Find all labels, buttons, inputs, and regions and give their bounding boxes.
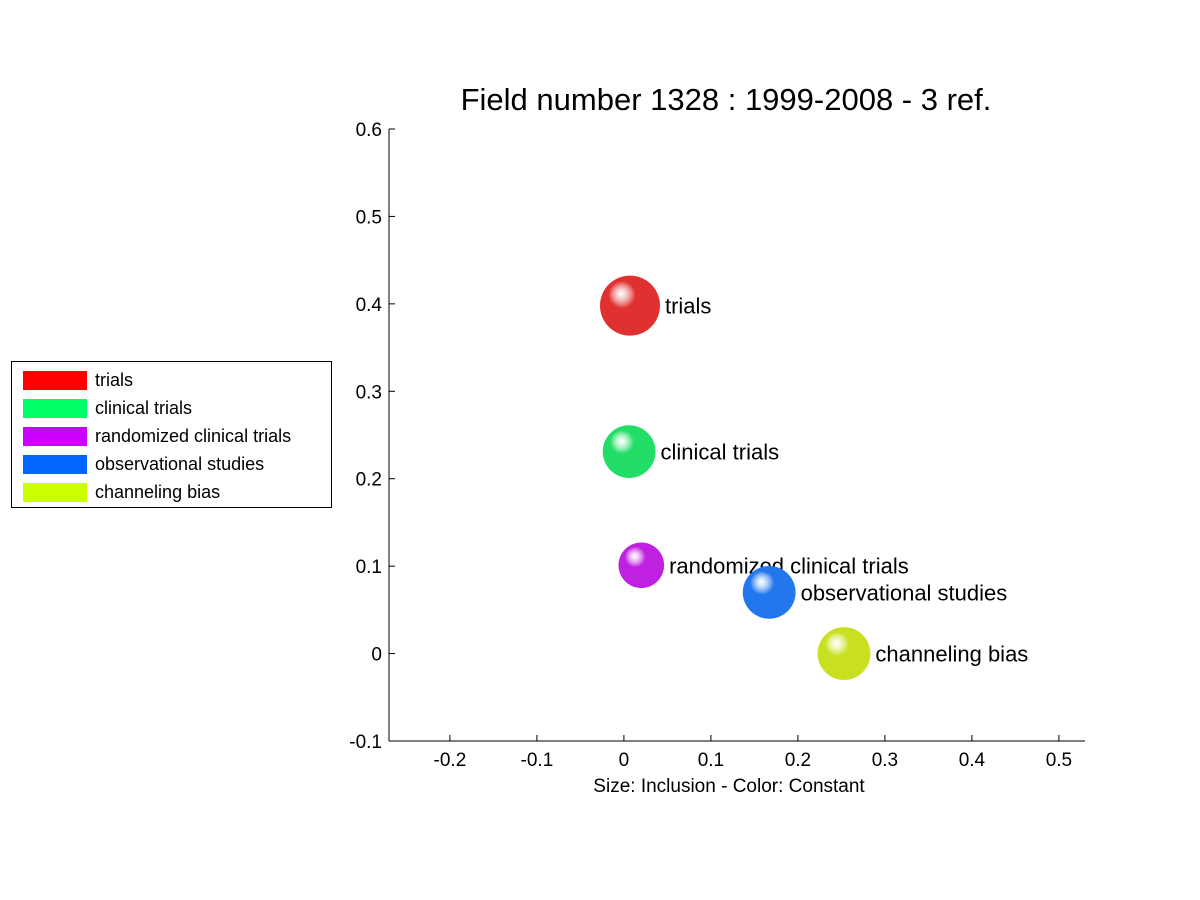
axes: -0.1 0 0.1 0.2 0.3 0.4 0.5 0.6 -0.2 -0.1 0 0.1 0.2 0.… — [349, 120, 1085, 771]
legend-swatch — [23, 370, 87, 390]
y-tick-label: 0 — [371, 645, 382, 666]
point-observational-studies — [742, 565, 796, 619]
legend-entry: randomized clinical trials — [23, 426, 291, 446]
legend-swatch — [23, 482, 87, 502]
data-points: trials clinical trials randomized clinical… — [599, 275, 1028, 680]
legend-label: randomized clinical trials — [95, 425, 292, 446]
y-tick-label: 0.6 — [356, 120, 382, 141]
y-tick-label: 0.2 — [356, 470, 382, 491]
y-tick-label: 0.4 — [356, 295, 383, 316]
x-tick-label: 0.4 — [959, 750, 986, 771]
legend-label: observational studies — [95, 453, 265, 474]
legend-label: trials — [95, 369, 134, 390]
legend-entry: channeling bias — [23, 482, 220, 502]
x-tick-label: 0.3 — [872, 750, 898, 771]
x-tick-label: 0 — [619, 750, 630, 771]
x-tick-label: 0.1 — [698, 750, 724, 771]
x-axis-label: Size: Inclusion - Color: Constant — [593, 776, 865, 797]
legend-entry: clinical trials — [23, 398, 192, 418]
point-trials — [599, 275, 660, 336]
legend-swatch — [23, 426, 87, 446]
legend-label: channeling bias — [95, 481, 221, 502]
x-tick-label: 0.5 — [1046, 750, 1072, 771]
legend-entry: observational studies — [23, 454, 264, 474]
point-randomized-clinical-trials — [618, 542, 665, 589]
legend-swatch — [23, 398, 87, 418]
legend-label: clinical trials — [95, 397, 193, 418]
legend-entry: trials — [23, 370, 133, 390]
point-clinical-trials — [602, 425, 656, 479]
x-tick-label: 0.2 — [785, 750, 811, 771]
point-label-observational-studies: observational studies — [801, 580, 1008, 605]
point-label-clinical-trials: clinical trials — [661, 440, 780, 465]
x-tick-label: -0.2 — [434, 750, 467, 771]
point-label-randomized-clinical-trials: randomized clinical trials — [669, 553, 909, 578]
y-tick-label: 0.1 — [356, 557, 382, 578]
point-label-channeling-bias: channeling bias — [875, 642, 1028, 667]
point-label-trials: trials — [665, 294, 711, 319]
y-tick-label: 0.5 — [356, 207, 382, 228]
y-tick-label: -0.1 — [349, 732, 382, 753]
x-tick-label: -0.1 — [521, 750, 554, 771]
point-channeling-bias — [817, 627, 871, 680]
y-tick-label: 0.3 — [356, 382, 382, 403]
legend-swatch — [23, 454, 87, 474]
legend: trials clinical trials randomized clinical… — [11, 361, 332, 508]
chart-title: Field number 1328 : 1999-2008 - 3 ref. — [461, 82, 992, 117]
